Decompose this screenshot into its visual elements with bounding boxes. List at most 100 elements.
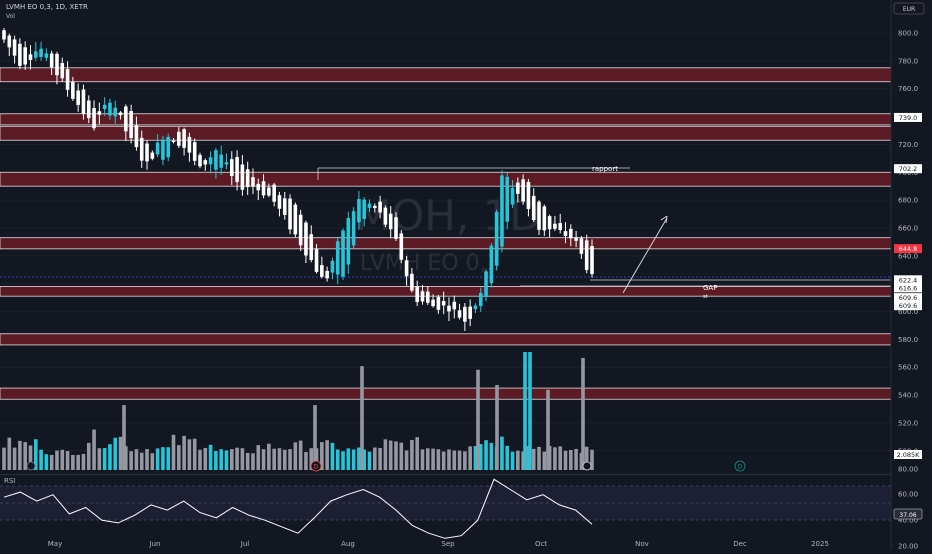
volume-bar: [388, 440, 393, 470]
volume-bar: [452, 450, 457, 470]
candle-body: [346, 218, 351, 265]
candle-body: [187, 136, 192, 153]
candle-body: [256, 183, 261, 191]
volume-bar: [92, 429, 96, 470]
marker-right[interactable]: D: [734, 460, 746, 472]
candle-body: [526, 181, 531, 209]
candle-body: [484, 271, 488, 297]
volume-bar: [145, 449, 149, 470]
volume-bar: [505, 445, 510, 470]
price-tick: 560.0: [898, 364, 918, 372]
candle-body: [357, 199, 361, 223]
volume-bar: [214, 450, 218, 470]
price-tick: 780.0: [898, 57, 918, 65]
candle-body: [378, 201, 382, 213]
volume-bar: [129, 451, 133, 470]
candle-body: [235, 156, 239, 183]
volume-bar: [219, 449, 223, 470]
volume-bar: [495, 385, 499, 470]
rsi-tick: 60.00: [898, 491, 918, 499]
candle-body: [288, 198, 292, 230]
price-label-box: [894, 164, 922, 174]
price-label-box: [894, 275, 922, 285]
price-label: 702.2: [899, 165, 918, 173]
candle-body: [166, 136, 171, 158]
candle-body: [436, 296, 441, 310]
price-label: 609.6: [899, 302, 918, 310]
volume-bar: [590, 449, 594, 470]
candle-body: [304, 222, 308, 256]
volume-bar: [468, 446, 472, 470]
candle-body: [399, 233, 404, 260]
volume-bar: [574, 448, 578, 470]
volume-bar: [49, 454, 54, 470]
marker-history-right[interactable]: [582, 461, 592, 471]
price-tick: 600.0: [898, 308, 918, 316]
candle-body: [325, 270, 329, 279]
volume-bar: [320, 442, 324, 470]
price-label-box: [894, 112, 922, 122]
candle-body: [531, 195, 536, 221]
currency-button-frame: [893, 2, 925, 15]
candle-body: [44, 53, 49, 58]
volume-bar: [558, 446, 563, 470]
candle-body: [521, 179, 525, 202]
candle-body: [12, 39, 17, 56]
volume-bar: [463, 451, 467, 470]
resistance-zone: [0, 387, 892, 400]
candle-body: [341, 230, 345, 277]
candle-body: [505, 176, 510, 222]
volume-bar: [500, 436, 504, 470]
volume-bar: [288, 449, 292, 470]
rsi-axis-ticks: 80.00 60.00 40.00 20.00: [898, 466, 918, 551]
watermark-name: LVMH EO 0,3: [360, 251, 501, 276]
marker-history-left[interactable]: [26, 461, 36, 471]
candlesticks[interactable]: [2, 27, 594, 331]
volume-bar: [71, 454, 75, 470]
currency-label: EUR: [903, 6, 915, 13]
price-label-box: [894, 244, 922, 254]
price-tick: 660.0: [898, 224, 918, 232]
price-label: 622.4: [899, 276, 918, 284]
time-tick: Jul: [240, 540, 250, 548]
candle-body: [415, 286, 419, 303]
time-tick: May: [48, 540, 62, 548]
volume-bar: [569, 449, 573, 470]
candle-body: [33, 51, 38, 58]
candle-body: [579, 238, 584, 254]
candle-body: [489, 245, 494, 284]
volume-bar: [304, 451, 308, 470]
candle-body: [383, 207, 388, 225]
candle-body: [92, 107, 96, 129]
volume-bar: [399, 442, 404, 470]
candle-body: [516, 182, 520, 194]
volume-bar: [240, 448, 245, 470]
volume-bar: [2, 447, 6, 470]
candle-body: [584, 240, 589, 270]
price-tick: 720.0: [898, 141, 918, 149]
candle-body: [102, 104, 107, 110]
time-tick: Oct: [535, 540, 547, 548]
symbol-title[interactable]: LVMH EO 0,3, 1D, XETR: [6, 3, 88, 11]
candle-body: [431, 299, 435, 307]
candle-body: [457, 310, 462, 318]
volume-bar: [457, 450, 462, 470]
candle-body: [367, 203, 372, 208]
currency-button[interactable]: EUR: [893, 2, 925, 15]
candle-body: [362, 199, 367, 219]
candle-body: [124, 106, 128, 132]
time-tick: Nov: [635, 540, 649, 548]
volume-label-box: [894, 450, 922, 459]
volume-bar: [346, 448, 351, 470]
candle-body: [39, 48, 43, 58]
candle-body: [267, 187, 271, 196]
pane-separator: [0, 474, 891, 475]
candle-body: [547, 216, 552, 230]
marker-left[interactable]: D: [310, 460, 322, 472]
time-axis[interactable]: May Jun Jul Aug Sep Oct Nov Dec 2025: [48, 540, 829, 548]
price-tick: 520.0: [898, 419, 918, 427]
price-label-box: [894, 301, 922, 311]
resistance-zone: [0, 67, 892, 83]
candle-body: [60, 62, 65, 79]
